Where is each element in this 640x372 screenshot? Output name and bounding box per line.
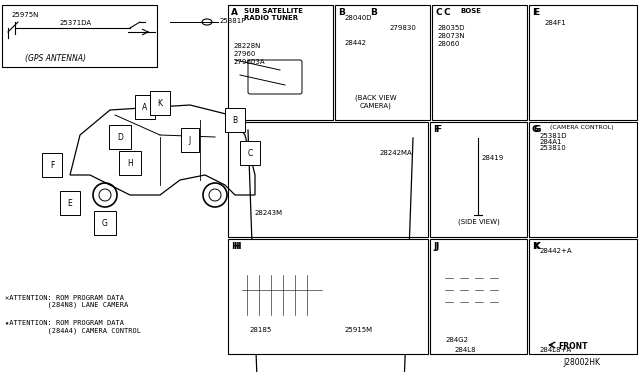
Text: 284L8: 284L8 (455, 347, 477, 353)
Text: B: B (232, 115, 237, 125)
Text: CAMERA): CAMERA) (360, 102, 392, 109)
Text: 28243M: 28243M (255, 210, 283, 216)
Text: 25371DA: 25371DA (60, 20, 92, 26)
Text: J: J (189, 135, 191, 144)
Text: (SIDE VIEW): (SIDE VIEW) (458, 218, 500, 224)
Text: A: A (231, 8, 238, 17)
Bar (228, 122, 428, 237)
Text: H: H (233, 242, 241, 251)
Text: J: J (435, 242, 438, 251)
Text: H: H (127, 158, 133, 167)
Text: 28035D: 28035D (438, 25, 465, 31)
Text: BOSE: BOSE (460, 8, 481, 14)
Text: 284F1: 284F1 (545, 20, 567, 26)
Bar (228, 5, 333, 120)
Text: D: D (231, 125, 239, 134)
Text: (BACK VIEW: (BACK VIEW (355, 94, 397, 100)
Bar (430, 239, 527, 354)
Text: 27960: 27960 (234, 51, 257, 57)
Text: 25381P: 25381P (220, 18, 246, 24)
Bar (242, 270, 322, 320)
Text: 28073N: 28073N (438, 33, 466, 39)
Text: K: K (157, 99, 163, 108)
Text: 279603A: 279603A (234, 59, 266, 65)
Text: H: H (231, 242, 239, 251)
Bar (2, 5, 157, 67)
Bar (529, 5, 637, 120)
Text: C: C (435, 8, 442, 17)
Text: 28228N: 28228N (234, 43, 261, 49)
Text: (GPS ANTENNA): (GPS ANTENNA) (25, 54, 86, 63)
Text: K: K (533, 242, 540, 251)
Bar (335, 270, 400, 320)
Text: 284G2: 284G2 (446, 337, 469, 343)
Text: ★ATTENTION: ROM PROGRAM DATA
          (284A4) CAMERA CONTROL: ★ATTENTION: ROM PROGRAM DATA (284A4) CAM… (5, 320, 141, 334)
Text: C: C (248, 148, 253, 157)
Text: E: E (533, 8, 539, 17)
Text: J: J (433, 242, 436, 251)
Bar (529, 122, 637, 237)
Text: 25975N: 25975N (12, 12, 40, 18)
Text: SUB SATELLITE
RADIO TUNER: SUB SATELLITE RADIO TUNER (244, 8, 303, 21)
Text: D: D (117, 132, 123, 141)
Text: 253810: 253810 (540, 145, 567, 151)
Text: G: G (102, 218, 108, 228)
Bar (228, 239, 428, 354)
Text: B: B (370, 8, 377, 17)
Text: FRONT: FRONT (558, 342, 588, 351)
Text: 28442+A: 28442+A (540, 248, 573, 254)
Bar (545, 35, 555, 95)
Text: K: K (532, 242, 539, 251)
Text: ✕ATTENTION: ROM PROGRAM DATA
          (284N8) LANE CAMERA: ✕ATTENTION: ROM PROGRAM DATA (284N8) LAN… (5, 295, 128, 308)
Text: 28419: 28419 (482, 155, 504, 161)
Bar (560, 35, 570, 95)
Text: 28040D: 28040D (345, 15, 372, 21)
Text: F: F (50, 160, 54, 170)
Text: F: F (433, 125, 439, 134)
Text: 28185: 28185 (250, 327, 272, 333)
Text: J28002HK: J28002HK (563, 358, 600, 367)
Text: B: B (338, 8, 345, 17)
Text: F: F (435, 125, 441, 134)
Bar (430, 122, 527, 237)
Text: 25915M: 25915M (345, 327, 373, 333)
Text: E: E (532, 8, 538, 17)
Text: E: E (68, 199, 72, 208)
Text: 284L8+A: 284L8+A (540, 347, 572, 353)
Text: 284A1: 284A1 (540, 139, 563, 145)
Text: G: G (532, 125, 540, 134)
Text: C: C (443, 8, 450, 17)
Bar (575, 35, 585, 95)
Text: A: A (142, 103, 148, 112)
Text: 279830: 279830 (390, 25, 417, 31)
Text: 28060: 28060 (438, 41, 460, 47)
Text: 28242MA: 28242MA (380, 150, 413, 156)
Text: G: G (533, 125, 540, 134)
Bar (529, 239, 637, 354)
Text: (CAMERA CONTROL): (CAMERA CONTROL) (550, 125, 614, 130)
Text: 25381D: 25381D (540, 133, 568, 139)
Text: 28442: 28442 (345, 40, 367, 46)
Bar (335, 5, 430, 120)
Bar (432, 5, 527, 120)
